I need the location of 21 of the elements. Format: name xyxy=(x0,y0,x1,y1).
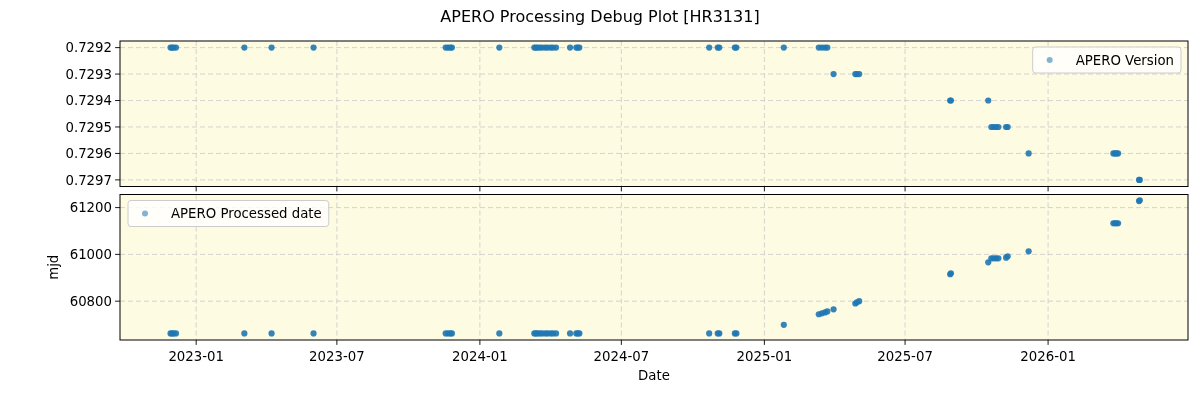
y-tick-label: 61200 xyxy=(69,200,112,216)
y-tick-label: 0.7294 xyxy=(65,93,112,109)
x-tick-label: 2025-07 xyxy=(877,349,933,364)
x-tick-label: 2024-01 xyxy=(452,349,508,364)
x-tick-label: 2024-07 xyxy=(593,349,650,364)
x-tick-label: 2025-01 xyxy=(736,349,793,364)
x-axis-title: Date xyxy=(638,368,670,383)
y-tick-label: 60800 xyxy=(69,293,112,309)
legend-label: APERO Version xyxy=(1075,52,1174,68)
y-tick-label: 0.7296 xyxy=(65,146,112,162)
y-axis-title: mjd xyxy=(46,254,61,280)
y-tick-label: 0.7292 xyxy=(65,40,112,56)
y-tick-label: 0.7295 xyxy=(65,119,112,135)
x-tick-label: 2026-01 xyxy=(1020,349,1076,364)
y-tick-label: 0.7293 xyxy=(65,66,112,82)
chart-title: APERO Processing Debug Plot [HR3131] xyxy=(440,7,760,26)
x-tick-label: 2023-07 xyxy=(309,349,365,364)
legend-label: APERO Processed date xyxy=(171,206,322,222)
y-tick-label: 0.7297 xyxy=(65,172,112,188)
x-tick-label: 2023-01 xyxy=(168,349,224,364)
y-tick-label: 61000 xyxy=(69,247,112,263)
